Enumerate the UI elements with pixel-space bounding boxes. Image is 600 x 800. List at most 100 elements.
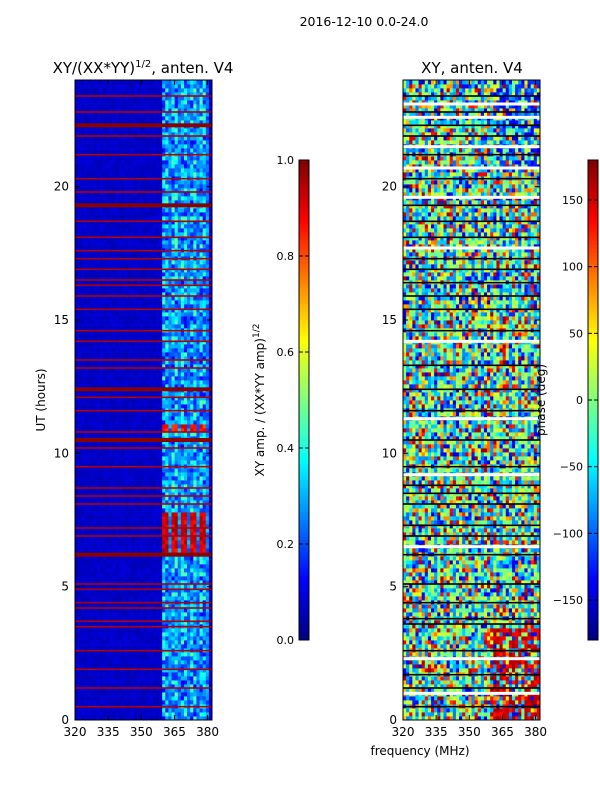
amplitude-cell — [193, 472, 197, 477]
amplitude-cell — [131, 476, 135, 481]
amplitude-cell — [81, 360, 85, 365]
amplitude-cell — [127, 572, 132, 577]
amplitude-cell — [81, 480, 85, 485]
amplitude-cell — [174, 456, 179, 461]
amplitude-cell — [187, 280, 191, 285]
amplitude-cell — [205, 492, 210, 497]
amplitude-cell — [127, 484, 132, 489]
amplitude-cell — [134, 420, 138, 425]
amplitude-cell — [106, 584, 110, 589]
amplitude-cell — [165, 536, 169, 541]
amplitude-cell — [112, 632, 116, 637]
amplitude-cell — [90, 684, 95, 689]
amplitude-cell — [196, 416, 200, 421]
amplitude-cell — [155, 272, 160, 277]
amplitude-cell — [208, 580, 213, 585]
amplitude-cell — [143, 392, 148, 397]
amplitude-cell — [159, 480, 163, 485]
amplitude-cell — [165, 488, 169, 493]
amplitude-cell — [90, 460, 95, 465]
amplitude-cell — [180, 340, 185, 345]
amplitude-cell — [155, 692, 160, 697]
amplitude-cell — [168, 628, 172, 633]
amplitude-cell — [109, 656, 113, 661]
amplitude-cell — [124, 348, 129, 353]
amplitude-cell — [115, 316, 119, 321]
amplitude-cell — [190, 320, 194, 325]
amplitude-cell — [205, 276, 210, 281]
amplitude-cell — [96, 392, 101, 397]
amplitude-cell — [103, 708, 107, 713]
amplitude-cell — [118, 484, 123, 489]
amplitude-cell — [196, 300, 200, 305]
amplitude-cell — [177, 308, 182, 313]
amplitude-cell — [112, 340, 116, 345]
amplitude-cell — [165, 540, 169, 545]
amplitude-cell — [90, 432, 95, 437]
amplitude-cell — [118, 680, 123, 685]
amplitude-cell — [180, 396, 185, 401]
amplitude-cell — [103, 700, 107, 705]
amplitude-cell — [168, 588, 172, 593]
amplitude-cell — [127, 536, 132, 541]
amplitude-cell — [124, 516, 129, 521]
amplitude-cell — [112, 400, 116, 405]
amplitude-cell — [159, 572, 163, 577]
amplitude-cell — [202, 472, 207, 477]
amplitude-cell — [78, 672, 82, 677]
amplitude-cell — [106, 272, 110, 277]
amplitude-cell — [187, 660, 191, 665]
amplitude-cell — [96, 672, 101, 677]
amplitude-cell — [134, 460, 138, 465]
amplitude-cell — [180, 272, 185, 277]
amplitude-cell — [131, 604, 135, 609]
amplitude-cell — [193, 476, 197, 481]
amplitude-cell — [208, 632, 213, 637]
amplitude-cell — [199, 268, 204, 273]
amplitude-cell — [103, 316, 107, 321]
amplitude-cell — [196, 372, 200, 377]
amplitude-cell — [143, 484, 148, 489]
amplitude-cell — [103, 428, 107, 433]
amplitude-cell — [162, 572, 166, 577]
amplitude-cell — [81, 316, 85, 321]
amplitude-cell — [75, 548, 79, 553]
amplitude-cell — [90, 380, 95, 385]
amplitude-cell — [109, 424, 113, 429]
amplitude-cell — [152, 564, 157, 569]
amplitude-cell — [205, 336, 210, 341]
amplitude-cell — [131, 488, 135, 493]
amplitude-cell — [75, 452, 79, 457]
amplitude-cell — [75, 716, 79, 721]
amplitude-cell — [112, 712, 116, 717]
amplitude-cell — [75, 628, 79, 633]
amplitude-cell — [168, 596, 172, 601]
amplitude-cell — [159, 300, 163, 305]
amplitude-cell — [162, 640, 166, 645]
amplitude-cell — [159, 372, 163, 377]
amplitude-cell — [112, 680, 116, 685]
amplitude-cell — [84, 564, 88, 569]
amplitude-cell — [84, 444, 88, 449]
amplitude-cell — [187, 572, 191, 577]
amplitude-cell — [208, 308, 213, 313]
amplitude-cell — [78, 428, 82, 433]
amplitude-cell — [202, 268, 207, 273]
amplitude-cell — [93, 712, 98, 717]
amplitude-cell — [81, 356, 85, 361]
amplitude-cell — [75, 272, 79, 277]
amplitude-cell — [87, 448, 91, 453]
amplitude-cell — [87, 332, 91, 337]
amplitude-cell — [174, 548, 179, 553]
amplitude-cell — [99, 472, 104, 477]
amplitude-cell — [127, 708, 132, 713]
amplitude-cell — [115, 564, 119, 569]
amplitude-cell — [187, 376, 191, 381]
amplitude-cell — [127, 332, 132, 337]
amplitude-cell — [205, 424, 210, 429]
amplitude-cell — [152, 712, 157, 717]
amplitude-cell — [168, 532, 172, 537]
amplitude-cell — [87, 264, 91, 269]
amplitude-cell — [131, 448, 135, 453]
amplitude-cell — [99, 612, 104, 617]
